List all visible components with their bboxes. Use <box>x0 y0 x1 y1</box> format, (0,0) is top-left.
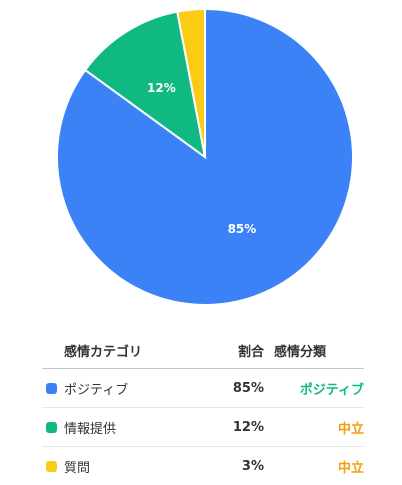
table-row: ポジティブ 85% ポジティブ <box>42 369 364 408</box>
legend-swatch-question <box>46 460 57 472</box>
pie-slice-question <box>176 7 206 158</box>
row-category-label: ポジティブ <box>64 382 129 398</box>
pie-chart-svg: 85% 12% <box>56 7 354 306</box>
row-category-cell: 質問 <box>42 457 202 476</box>
table-header: 感情カテゴリ 割合 感情分類 <box>42 332 364 369</box>
row-ratio: 12% <box>232 419 264 435</box>
legend-swatch-info <box>46 421 57 433</box>
pie-labels: 85% 12% <box>147 81 256 236</box>
row-classification: 中立 <box>337 460 364 476</box>
pie-label-info: 12% <box>147 81 176 95</box>
row-category-label: 質問 <box>64 460 91 476</box>
row-ratio: 3% <box>241 458 264 474</box>
row-classification: 中立 <box>337 421 364 437</box>
table-row: 情報提供 12% 中立 <box>42 408 364 447</box>
row-category-cell: 情報提供 <box>42 418 202 437</box>
legend-swatch-positive <box>46 382 57 394</box>
row-category-label: 情報提供 <box>64 421 117 437</box>
pie-label-positive: 85% <box>228 222 257 236</box>
header-classification: 感情分類 <box>274 344 327 360</box>
table-row: 質問 3% 中立 <box>42 447 364 485</box>
row-ratio: 85% <box>232 380 264 396</box>
pie-slices <box>56 7 354 306</box>
header-ratio: 割合 <box>237 344 264 360</box>
header-category: 感情カテゴリ <box>64 344 143 360</box>
row-category-cell: ポジティブ <box>42 379 202 398</box>
row-classification: ポジティブ <box>299 382 364 398</box>
pie-chart: 85% 12% <box>56 7 354 306</box>
pie-slice-info <box>83 10 207 160</box>
sentiment-table: 感情カテゴリ 割合 感情分類 ポジティブ 85% ポジティブ 情報提供 12% … <box>42 332 364 485</box>
